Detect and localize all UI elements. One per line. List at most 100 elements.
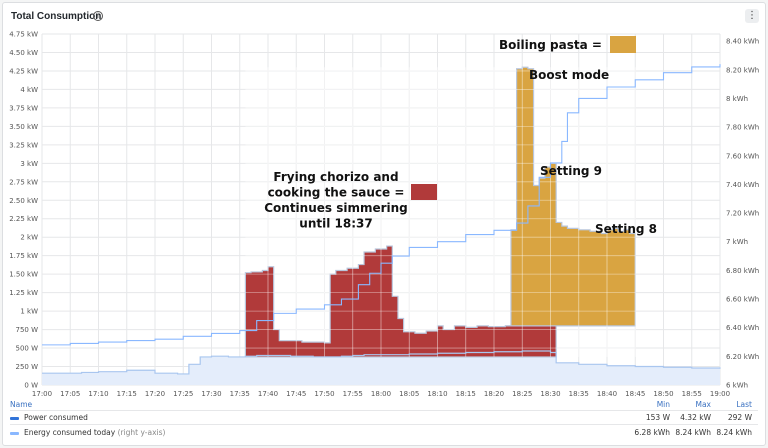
- x-tick-label: 17:40: [258, 390, 278, 398]
- annotation-cooking-text: until 18:37: [299, 217, 372, 231]
- y-left-tick-label: 4.25 kW: [9, 67, 38, 75]
- x-tick-label: 19:00: [710, 390, 730, 398]
- x-tick-label: 18:05: [399, 390, 419, 398]
- cooking-region: [244, 245, 557, 358]
- x-tick-label: 17:25: [173, 390, 193, 398]
- legend-swatch: [10, 431, 19, 435]
- chart-areas: [42, 66, 720, 385]
- legend-header-min[interactable]: Min: [656, 400, 670, 409]
- y-left-tick-label: 4 kW: [20, 86, 38, 94]
- annotation-setting9-text: Setting 9: [540, 164, 602, 178]
- y-right-tick-label: 6 kWh: [726, 382, 748, 390]
- x-tick-label: 18:25: [512, 390, 532, 398]
- legend-header-row: Name Min Max Last: [10, 400, 758, 412]
- y-left-tick-label: 1.25 kW: [9, 289, 38, 297]
- x-tick-label: 18:20: [484, 390, 504, 398]
- x-tick-label: 18:35: [569, 390, 589, 398]
- pasta-region: [505, 66, 636, 327]
- chart-axes: 0 W 250 W 500 W 750 W 1 kW 1.25 kW 1.50 kW 1.75…: [9, 31, 759, 399]
- y-left-tick-label: 750 W: [15, 326, 38, 334]
- annotation-setting8-text: Setting 8: [595, 222, 657, 236]
- legend-row-name[interactable]: Power consumed: [10, 413, 88, 422]
- x-tick-label: 17:45: [286, 390, 306, 398]
- legend-header-name[interactable]: Name: [10, 400, 33, 409]
- y-right-tick-label: 6.80 kWh: [726, 267, 759, 275]
- y-right-tick-label: 8 kWh: [726, 95, 748, 103]
- y-left-tick-label: 2.25 kW: [9, 215, 38, 223]
- x-tick-label: 18:40: [597, 390, 617, 398]
- y-right-tick-label: 6.40 kWh: [726, 324, 759, 332]
- info-icon[interactable]: i: [93, 11, 103, 21]
- power-line: [42, 350, 721, 375]
- y-right-tick-label: 8.20 kWh: [726, 66, 759, 74]
- legend-row-name[interactable]: Energy consumed today (right y-axis): [10, 428, 165, 437]
- y-right-tick-label: 7.20 kWh: [726, 210, 759, 218]
- y-left-tick-label: 1.50 kW: [9, 271, 38, 279]
- legend-max-value: 8.24 kWh: [675, 428, 711, 437]
- panel-title: Total Consumption: [11, 11, 102, 22]
- y-left-tick-label: 250 W: [15, 363, 38, 371]
- legend-series-hint: (right y-axis): [117, 428, 166, 437]
- annotation-cooking-text: cooking the sauce =: [268, 186, 405, 200]
- x-tick-label: 17:20: [145, 390, 165, 398]
- annotation-pasta-text: Boiling pasta =: [499, 38, 602, 52]
- y-left-tick-label: 2.50 kW: [9, 197, 38, 205]
- annotation-boost-text: Boost mode: [529, 68, 609, 82]
- y-right-tick-label: 6.20 kWh: [726, 353, 759, 361]
- chart-annotations: Frying chorizo and cooking the sauce =Con…: [264, 36, 657, 236]
- y-right-tick-label: 7 kWh: [726, 238, 748, 246]
- y-left-tick-label: 2.75 kW: [9, 178, 38, 186]
- more-vertical-icon[interactable]: ⋮: [745, 9, 759, 23]
- energy-line: [42, 64, 721, 346]
- y-left-tick-label: 1.75 kW: [9, 252, 38, 260]
- legend-min-value: 6.28 kWh: [634, 428, 670, 437]
- x-tick-label: 17:55: [343, 390, 363, 398]
- legend-row-power[interactable]: Power consumed 153 W 4.32 kW 292 W: [10, 413, 758, 425]
- annotation-cooking-swatch: [411, 184, 437, 200]
- legend-header-last[interactable]: Last: [736, 400, 752, 409]
- y-left-tick-label: 500 W: [15, 345, 38, 353]
- legend-min-value: 153 W: [645, 413, 670, 422]
- x-tick-label: 17:50: [314, 390, 334, 398]
- y-left-tick-label: 3 kW: [20, 160, 38, 168]
- y-left-tick-label: 3.75 kW: [9, 104, 38, 112]
- x-tick-label: 17:30: [201, 390, 221, 398]
- annotation-pasta-swatch: [610, 36, 636, 53]
- legend-max-value: 4.32 kW: [680, 413, 711, 422]
- annotation-cooking-text: Continues simmering: [264, 201, 408, 215]
- legend-swatch: [10, 416, 19, 420]
- y-right-tick-label: 6.60 kWh: [726, 296, 759, 304]
- power-area: [42, 351, 720, 385]
- x-tick-label: 18:55: [682, 390, 702, 398]
- y-left-tick-label: 3.25 kW: [9, 141, 38, 149]
- legend-header-max[interactable]: Max: [695, 400, 711, 409]
- x-tick-label: 18:45: [625, 390, 645, 398]
- y-right-tick-label: 7.40 kWh: [726, 181, 759, 189]
- x-tick-label: 17:10: [88, 390, 108, 398]
- x-tick-label: 17:05: [60, 390, 80, 398]
- legend-last-value: 8.24 kWh: [716, 428, 752, 437]
- y-left-tick-label: 2 kW: [20, 234, 38, 242]
- y-right-tick-label: 7.80 kWh: [726, 124, 759, 132]
- y-left-tick-label: 4.75 kW: [9, 31, 38, 39]
- y-left-tick-label: 3.50 kW: [9, 123, 38, 131]
- y-left-tick-label: 1 kW: [20, 308, 38, 316]
- y-left-tick-label: 0 W: [24, 382, 38, 390]
- legend-series-name: Energy consumed today: [24, 428, 116, 437]
- legend-last-value: 292 W: [727, 413, 752, 422]
- legend-divider: [10, 410, 758, 411]
- x-tick-label: 18:30: [540, 390, 560, 398]
- x-tick-label: 18:10: [427, 390, 447, 398]
- annotation-cooking-text: Frying chorizo and: [273, 170, 398, 184]
- y-left-tick-label: 4.50 kW: [9, 49, 38, 57]
- x-tick-label: 17:15: [117, 390, 137, 398]
- legend-row-energy[interactable]: Energy consumed today (right y-axis) 6.2…: [10, 428, 758, 440]
- y-right-tick-label: 8.40 kWh: [726, 38, 759, 46]
- legend-series-name: Power consumed: [24, 413, 88, 422]
- y-right-tick-label: 7.60 kWh: [726, 152, 759, 160]
- legend-divider: [10, 424, 758, 425]
- x-tick-label: 18:00: [371, 390, 391, 398]
- x-tick-label: 18:50: [653, 390, 673, 398]
- x-tick-label: 17:00: [32, 390, 52, 398]
